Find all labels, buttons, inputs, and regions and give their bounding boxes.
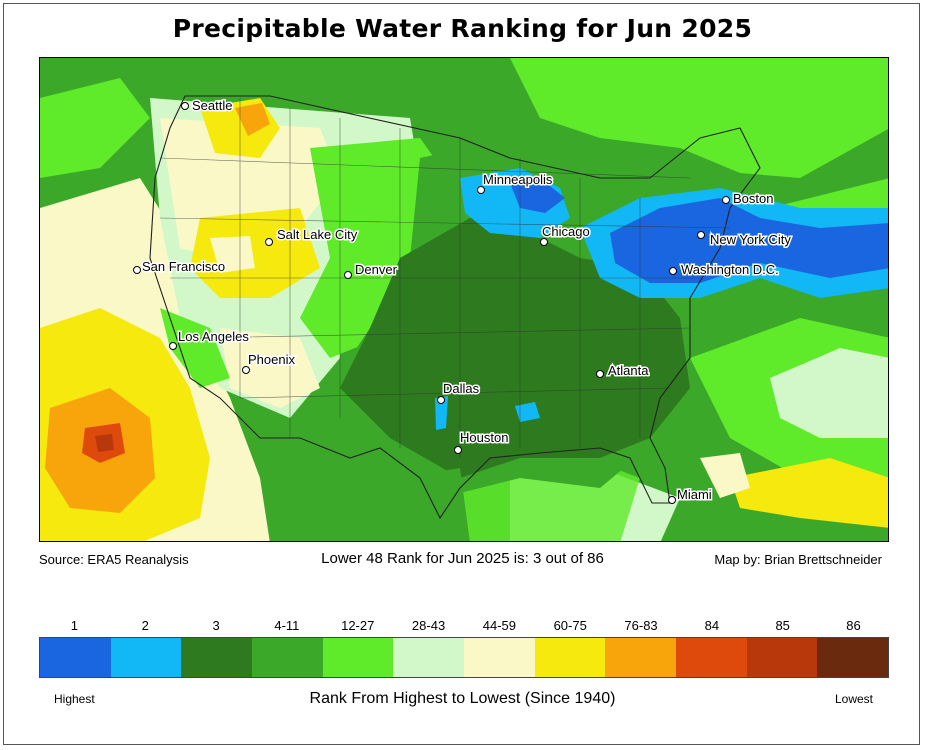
- zone-green-texas-south: [390, 468, 470, 541]
- legend-label: 2: [141, 618, 149, 633]
- legend-axis-title: Rank From Highest to Lowest (Since 1940): [309, 690, 616, 707]
- city-houston: Houston: [454, 429, 510, 454]
- city-los-angeles: Los Angeles: [169, 328, 251, 350]
- legend-swatch: [746, 638, 818, 677]
- zone-orange-nw: [235, 103, 270, 136]
- legend-swatch: [817, 638, 889, 677]
- svg-text:Atlanta: Atlanta: [608, 363, 649, 378]
- legend-swatch: [110, 638, 182, 677]
- svg-text:Chicago: Chicago: [542, 224, 590, 239]
- svg-text:Denver: Denver: [355, 262, 398, 277]
- legend-swatch: [181, 638, 253, 677]
- svg-text:Seattle: Seattle: [192, 98, 232, 113]
- state-lines: [159, 98, 731, 458]
- legend-label: 86: [846, 618, 861, 633]
- city-atlanta: Atlanta: [596, 362, 651, 380]
- city-san-francisco: San Francisco: [133, 258, 227, 276]
- map-title: Precipitable Water Ranking for Jun 2025: [172, 14, 753, 43]
- legend-label: 28-43: [411, 618, 446, 633]
- svg-text:Minneapolis: Minneapolis: [483, 172, 553, 187]
- legend-low-end-label: Highest: [54, 692, 95, 706]
- legend-high-end-label: Lowest: [834, 692, 873, 706]
- zone-blue-northeast: [610, 198, 888, 283]
- zone-darkred-pacific: [95, 434, 114, 452]
- legend-swatch: [252, 638, 323, 677]
- legend-label: 1: [70, 618, 79, 633]
- svg-text:Boston: Boston: [733, 191, 773, 206]
- legend-labels: 1 2 3 4-11 12-27 28-43 44-59 60-75 76-83…: [39, 618, 889, 633]
- zone-yellow-caribbean: [730, 458, 888, 528]
- map-svg: Seattle Minneapolis Boston Salt Lake Cit…: [40, 58, 888, 541]
- city-new-york-city: New York City: [697, 231, 793, 249]
- legend-label: 4-11: [274, 618, 300, 633]
- legend-swatch: [534, 638, 606, 677]
- zone-cyan-louisiana: [515, 402, 540, 422]
- us-border: [149, 95, 761, 520]
- legend-label: 76-83: [624, 618, 658, 633]
- svg-text:Houston: Houston: [460, 430, 508, 445]
- zone-light-green-ne-pacific: [40, 78, 150, 178]
- figure-frame: [3, 3, 920, 745]
- svg-text:Miami: Miami: [677, 487, 712, 502]
- city-dallas: Dallas: [437, 380, 481, 404]
- city-boston: Boston: [722, 190, 775, 208]
- zone-light-green-sw: [160, 308, 230, 388]
- svg-text:Los Angeles: Los Angeles: [178, 329, 249, 344]
- svg-text:Washington D.C.: Washington D.C.: [681, 262, 779, 277]
- legend-label: 12-27: [341, 618, 375, 633]
- legend-label: 60-75: [553, 618, 587, 633]
- legend-label: 3: [212, 618, 220, 633]
- city-markers: Seattle Minneapolis Boston Salt Lake Cit…: [133, 97, 793, 504]
- zone-yellow-utah: [190, 208, 320, 298]
- map-credit: Map by: Brian Brettschneider: [714, 552, 882, 567]
- zone-pale-green-atlantic: [770, 348, 888, 438]
- svg-text:San Francisco: San Francisco: [142, 259, 225, 274]
- rank-summary: Lower 48 Rank for Jun 2025 is: 3 out of …: [321, 550, 604, 567]
- svg-text:Phoenix: Phoenix: [248, 352, 295, 367]
- map-panel: Seattle Minneapolis Boston Salt Lake Cit…: [39, 57, 889, 542]
- svg-text:Dallas: Dallas: [443, 381, 480, 396]
- zone-cream-utah: [210, 236, 255, 273]
- zone-cream-sw: [220, 328, 320, 408]
- legend-swatch: [676, 638, 747, 677]
- legend-label: 84: [704, 618, 720, 633]
- legend: 1 2 3 4-11 12-27 28-43 44-59 60-75 76-83…: [39, 618, 889, 678]
- city-seattle: Seattle: [181, 97, 234, 115]
- zone-blue-minnesota: [510, 178, 565, 213]
- city-washington-dc: Washington D.C.: [669, 261, 780, 279]
- city-minneapolis: Minneapolis: [477, 171, 554, 194]
- legend-label: 85: [775, 618, 790, 633]
- city-phoenix: Phoenix: [242, 351, 297, 374]
- zone-light-green-north: [510, 58, 888, 178]
- legend-swatch: [40, 638, 111, 677]
- city-miami: Miami: [668, 486, 713, 504]
- svg-text:New York City: New York City: [710, 232, 791, 247]
- city-chicago: Chicago: [540, 223, 591, 246]
- source-note: Source: ERA5 Reanalysis: [39, 552, 189, 567]
- city-denver: Denver: [344, 261, 399, 279]
- legend-swatch: [393, 638, 465, 677]
- zone-cream-caribbean: [700, 453, 750, 498]
- svg-text:Salt Lake City: Salt Lake City: [277, 227, 358, 242]
- legend-swatch: [322, 638, 394, 677]
- legend-swatch: [464, 638, 535, 677]
- zone-dark-green-core: [340, 218, 690, 478]
- legend-swatch: [605, 638, 677, 677]
- city-salt-lake-city: Salt Lake City: [265, 226, 359, 246]
- legend-label: 44-59: [482, 618, 516, 633]
- zone-cyan-dallas: [435, 396, 448, 430]
- legend-color-bar: [39, 637, 889, 678]
